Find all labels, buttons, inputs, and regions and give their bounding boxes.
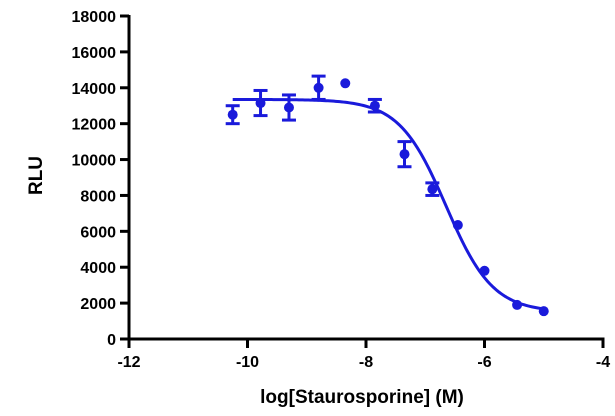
y-tick-label: 10000	[72, 153, 117, 170]
y-tick-label: 16000	[72, 45, 117, 62]
data-point	[452, 220, 463, 231]
x-tick-label: -6	[477, 354, 491, 371]
data-point	[512, 299, 523, 310]
data-point	[427, 184, 438, 195]
y-axis-title: RLU	[26, 156, 47, 195]
data-point	[538, 306, 549, 317]
x-axis-title: log[Staurosporine] (M)	[260, 387, 464, 408]
y-tick-label: 2000	[80, 296, 116, 313]
x-tick-label: -12	[117, 354, 140, 371]
y-tick-label: 4000	[80, 260, 116, 277]
x-tick-label: -4	[596, 354, 610, 371]
data-point	[369, 100, 380, 111]
data-point	[399, 149, 410, 160]
data-points	[227, 78, 549, 317]
y-tick-label: 12000	[72, 117, 117, 134]
y-tick-label: 8000	[80, 188, 116, 205]
y-axis-ticks: 0 2000 4000 6000 8000 10000 12000 14000 16000 180…	[72, 9, 129, 349]
data-point	[227, 109, 238, 120]
fit-curve	[232, 97, 544, 311]
data-point	[479, 265, 490, 276]
y-tick-label: 0	[107, 332, 116, 349]
data-point	[255, 98, 266, 109]
y-tick-label: 14000	[72, 81, 117, 98]
x-axis-ticks: -12 -10 -8 -6 -4	[117, 339, 610, 371]
x-tick-label: -10	[236, 354, 259, 371]
data-point	[283, 102, 294, 113]
y-tick-label: 18000	[72, 9, 117, 26]
x-tick-label: -8	[359, 354, 373, 371]
data-point	[313, 82, 324, 93]
y-tick-label: 6000	[80, 224, 116, 241]
data-point	[340, 78, 351, 89]
y-axis: 0 2000 4000 6000 8000 10000 12000 14000 16000 180…	[72, 9, 131, 349]
x-axis: -12 -10 -8 -6 -4	[117, 337, 610, 371]
